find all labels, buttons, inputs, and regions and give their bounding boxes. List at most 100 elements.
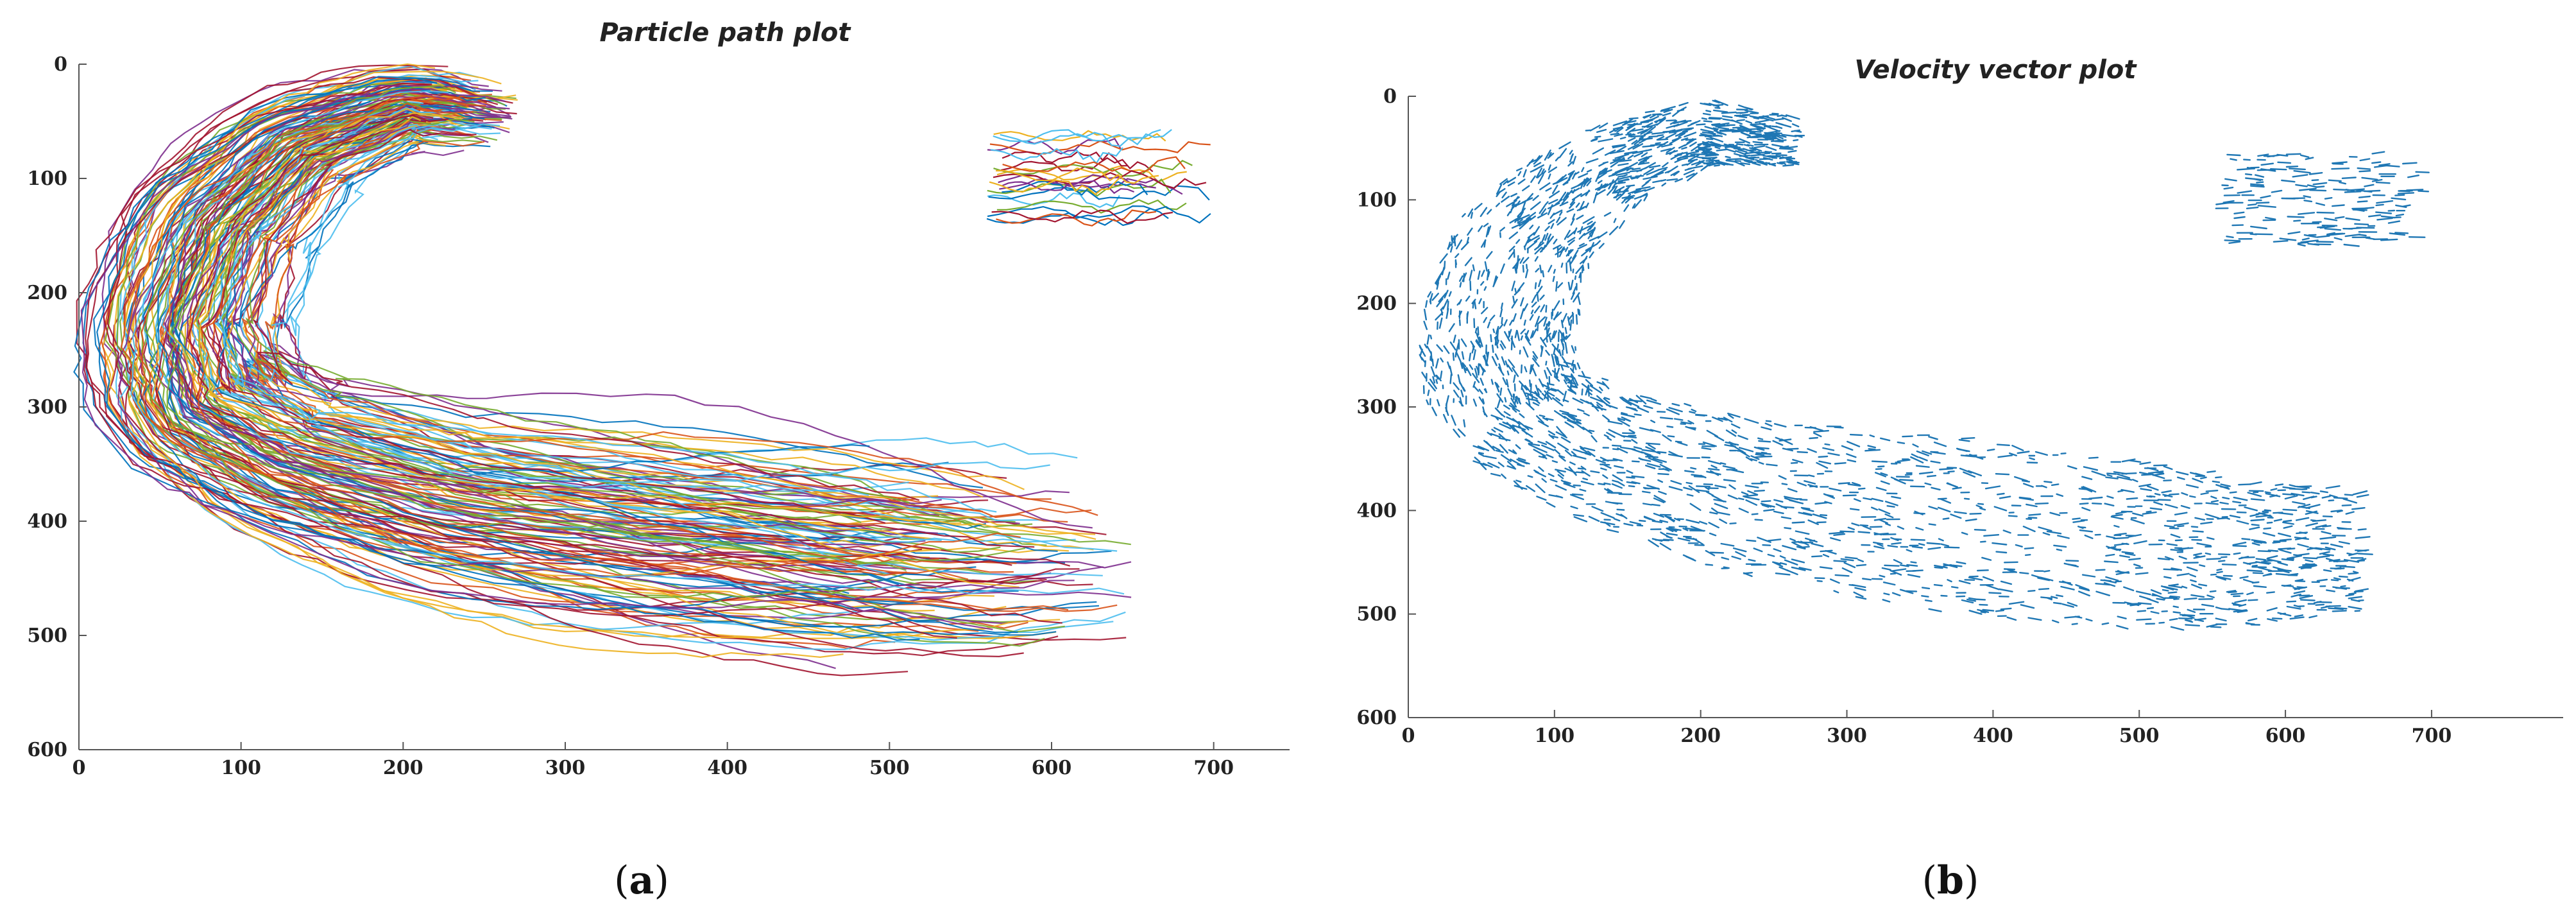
velocity-vector <box>1791 123 1800 128</box>
velocity-vector <box>2325 558 2339 563</box>
velocity-vector <box>2316 241 2334 243</box>
velocity-vector <box>1710 470 1719 476</box>
velocity-vector <box>1530 201 1541 211</box>
velocity-vector <box>1598 162 1607 167</box>
velocity-vector <box>1569 150 1573 155</box>
velocity-vector <box>1617 481 1625 487</box>
velocity-vector <box>1483 223 1489 227</box>
chart-title: Velocity vector plot <box>1854 55 2137 85</box>
velocity-vector <box>1613 218 1617 223</box>
velocity-vector <box>1565 249 1572 257</box>
velocity-vector <box>1965 518 1977 522</box>
velocity-vector <box>2357 167 2371 170</box>
velocity-vector <box>2324 197 2333 200</box>
velocity-vector <box>2326 232 2335 236</box>
velocity-vector <box>1967 470 1983 477</box>
velocity-vector <box>2297 212 2316 215</box>
velocity-vector <box>1577 295 1581 306</box>
velocity-vector <box>1544 149 1551 161</box>
velocity-vector <box>1931 487 1941 491</box>
velocity-vector <box>1465 295 1471 302</box>
velocity-vector <box>2251 539 2266 543</box>
velocity-vector <box>2215 575 2231 580</box>
velocity-vector <box>1749 115 1759 119</box>
velocity-vector <box>1999 588 2013 592</box>
velocity-vector <box>1846 453 1857 458</box>
velocity-vector <box>1854 498 1861 503</box>
velocity-vector <box>1614 153 1630 159</box>
velocity-vector <box>1436 298 1444 307</box>
velocity-vector <box>1829 487 1842 492</box>
velocity-vector <box>2297 241 2309 245</box>
velocity-vector <box>1550 388 1559 392</box>
y-tick-label: 300 <box>27 396 67 418</box>
velocity-vector <box>1997 454 2013 458</box>
velocity-vector <box>1453 390 1460 398</box>
velocity-vector <box>1581 167 1585 173</box>
velocity-vector <box>1523 319 1526 326</box>
velocity-vector <box>1500 340 1506 349</box>
velocity-vector <box>1538 455 1545 459</box>
velocity-vector <box>1571 182 1585 189</box>
velocity-vector <box>1459 282 1462 288</box>
velocity-vector <box>2169 595 2181 598</box>
velocity-vector <box>1764 422 1773 427</box>
velocity-vector <box>1767 539 1782 542</box>
velocity-vector <box>1574 346 1577 351</box>
velocity-vector <box>2172 611 2181 614</box>
velocity-vector <box>1486 269 1490 280</box>
velocity-vector <box>1567 161 1573 167</box>
velocity-vector <box>2371 178 2383 182</box>
velocity-vector <box>1671 402 1680 406</box>
y-tick-label: 200 <box>1356 293 1397 315</box>
velocity-vector <box>1937 506 1951 513</box>
velocity-vector <box>1564 230 1571 240</box>
velocity-vector <box>1951 564 1963 567</box>
velocity-vector <box>1641 152 1648 157</box>
velocity-vector <box>2223 516 2230 520</box>
velocity-vector <box>2365 237 2376 240</box>
velocity-vector <box>1857 558 1864 562</box>
velocity-vector <box>1781 483 1788 485</box>
velocity-vector <box>1591 435 1598 443</box>
velocity-vector <box>1755 455 1767 458</box>
velocity-vector <box>1425 300 1428 308</box>
velocity-vector <box>2105 476 2119 479</box>
velocity-vector <box>1764 152 1771 155</box>
velocity-vector <box>2219 501 2229 505</box>
velocity-vector <box>1756 160 1768 166</box>
velocity-vector <box>1470 212 1474 219</box>
velocity-vector <box>1590 470 1600 474</box>
velocity-vector <box>2057 535 2070 539</box>
velocity-vector <box>1458 275 1463 282</box>
velocity-vector <box>1501 302 1503 309</box>
velocity-vector <box>1631 460 1640 463</box>
velocity-vector <box>2233 609 2248 613</box>
velocity-vector <box>1786 569 1798 576</box>
velocity-vector <box>1617 162 1629 166</box>
velocity-vector <box>1625 162 1638 169</box>
velocity-vector <box>1504 331 1510 342</box>
velocity-vector <box>2344 494 2353 496</box>
velocity-vector <box>1884 501 1898 506</box>
velocity-vector <box>1490 472 1501 477</box>
velocity-vector <box>2238 483 2252 486</box>
velocity-vector <box>1621 396 1633 405</box>
velocity-vector <box>1847 526 1855 531</box>
velocity-vector <box>1757 447 1770 450</box>
velocity-vector <box>2174 539 2183 542</box>
velocity-vector <box>2415 171 2430 173</box>
velocity-vector <box>1645 442 1660 445</box>
velocity-vector <box>2405 189 2424 191</box>
velocity-vector <box>1515 479 1522 483</box>
velocity-vector <box>1721 115 1733 119</box>
axes: 0 100 200 300 400 500 600 700010020030040050060… <box>1356 85 2563 747</box>
velocity-vector <box>1483 286 1487 291</box>
velocity-vector <box>1743 572 1753 577</box>
velocity-vector <box>1564 480 1571 485</box>
velocity-vector <box>1519 380 1528 391</box>
velocity-vector <box>1568 466 1577 476</box>
velocity-vector <box>2292 174 2308 178</box>
velocity-vector <box>1871 506 1878 511</box>
velocity-vector <box>1487 225 1492 236</box>
